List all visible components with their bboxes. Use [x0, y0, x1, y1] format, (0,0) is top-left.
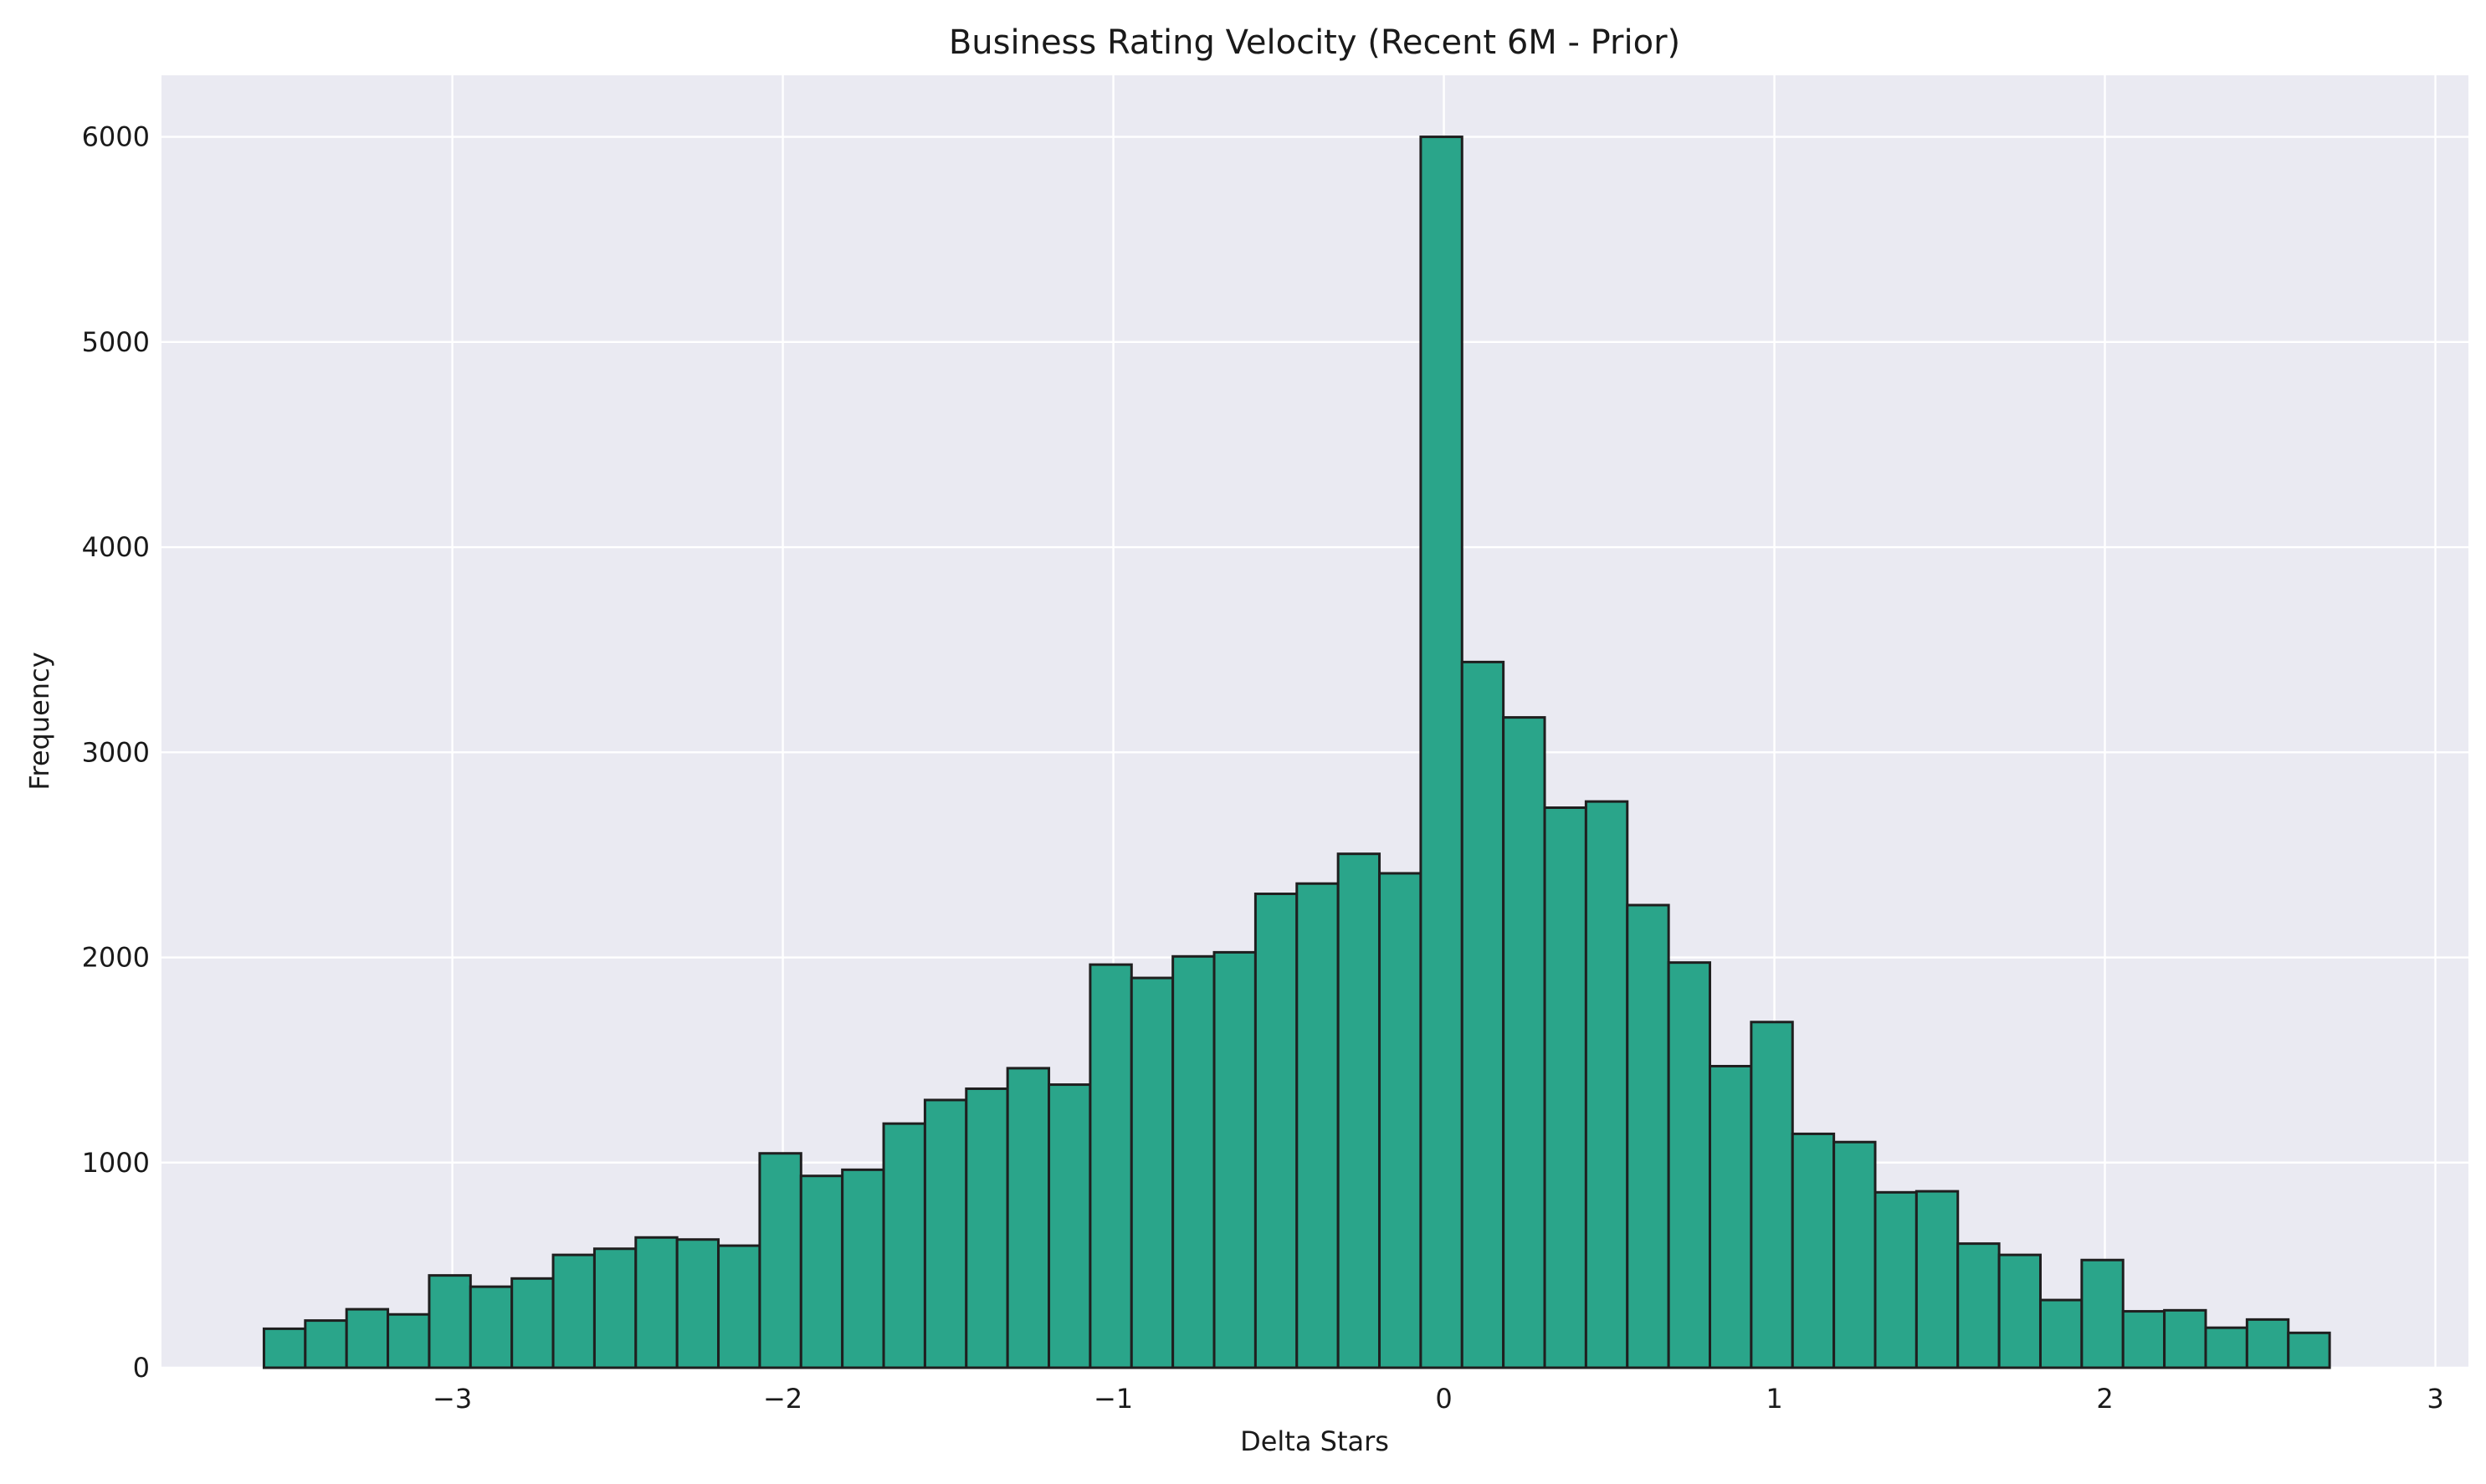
histogram-bar — [1212, 950, 1257, 1369]
x-tick-label: −1 — [1094, 1383, 1133, 1415]
histogram-bar — [1460, 660, 1505, 1369]
histogram-bars — [262, 136, 2331, 1369]
histogram-bar — [1130, 976, 1175, 1369]
histogram-bar — [965, 1087, 1009, 1369]
histogram-bar — [1295, 882, 1340, 1369]
y-tick-label: 6000 — [82, 121, 150, 153]
histogram-bar — [428, 1274, 472, 1369]
y-tick-label: 5000 — [82, 326, 150, 358]
histogram-bar — [387, 1313, 431, 1369]
histogram-bar — [1048, 1083, 1092, 1369]
histogram-bar — [1956, 1242, 2001, 1369]
x-axis-ticks: −3 −2 −1 0 1 2 3 — [433, 1383, 2444, 1415]
x-tick-label: −2 — [763, 1383, 802, 1415]
y-tick-label: 2000 — [82, 942, 150, 974]
histogram-bar — [882, 1122, 926, 1369]
histogram-bar — [923, 1098, 968, 1369]
x-tick-label: −3 — [433, 1383, 472, 1415]
histogram-bar — [841, 1168, 885, 1369]
histogram-bar — [551, 1253, 596, 1369]
histogram-bar — [1667, 961, 1712, 1369]
x-tick-label: 0 — [1435, 1383, 1452, 1415]
histogram-bar — [304, 1319, 348, 1369]
histogram-bar — [2204, 1326, 2248, 1369]
x-axis-label: Delta Stars — [1240, 1425, 1389, 1457]
histogram-bar — [758, 1152, 802, 1369]
histogram-bar — [1873, 1190, 1918, 1369]
y-tick-label: 0 — [133, 1352, 150, 1384]
histogram-bar — [1171, 954, 1216, 1369]
histogram-bar — [1543, 806, 1587, 1369]
histogram-bar — [1419, 136, 1463, 1369]
histogram-bar — [1832, 1140, 1877, 1369]
histogram-bar — [592, 1247, 638, 1369]
histogram-bar — [2080, 1258, 2125, 1369]
x-tick-label: 2 — [2096, 1383, 2113, 1415]
histogram-bar — [2287, 1331, 2331, 1369]
histogram-bar — [1089, 963, 1133, 1369]
chart-title: Business Rating Velocity (Recent 6M - Pr… — [949, 23, 1680, 62]
histogram-bar — [2038, 1298, 2084, 1369]
histogram-bar — [2163, 1308, 2207, 1369]
histogram-bar — [1253, 893, 1299, 1369]
x-tick-label: 3 — [2427, 1383, 2443, 1415]
histogram-bar — [2121, 1310, 2166, 1369]
histogram-bar — [634, 1236, 679, 1369]
histogram-bar — [1791, 1132, 1836, 1369]
histogram-bar — [1997, 1253, 2042, 1369]
histogram-bar — [675, 1238, 720, 1369]
histogram-bar — [1626, 903, 1670, 1369]
y-axis-label: Frequency — [23, 652, 55, 790]
y-tick-label: 3000 — [82, 736, 150, 768]
x-tick-label: 1 — [1766, 1383, 1782, 1415]
histogram-bar — [1378, 872, 1422, 1369]
histogram-bar — [510, 1277, 555, 1369]
histogram-bar — [2245, 1318, 2290, 1369]
histogram-bar — [262, 1327, 307, 1369]
y-axis-ticks: 0 1000 2000 3000 4000 5000 6000 — [82, 121, 150, 1384]
histogram-bar — [717, 1244, 761, 1369]
y-tick-label: 4000 — [82, 531, 150, 563]
histogram-bar — [345, 1307, 390, 1369]
histogram-bar — [1502, 716, 1546, 1369]
histogram-bar — [1336, 852, 1381, 1369]
histogram-bar — [1914, 1190, 1960, 1369]
histogram-bar — [1584, 800, 1629, 1369]
histogram-bar — [1709, 1065, 1753, 1369]
histogram-bar — [469, 1285, 514, 1369]
histogram-bar — [799, 1174, 844, 1369]
histogram-bar — [1006, 1067, 1051, 1369]
histogram-bar — [1750, 1021, 1794, 1369]
y-tick-label: 1000 — [82, 1147, 150, 1179]
